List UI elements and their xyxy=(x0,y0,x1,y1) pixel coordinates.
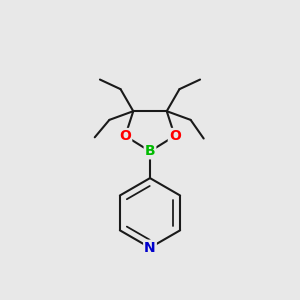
Text: N: N xyxy=(144,241,156,255)
Text: O: O xyxy=(169,129,181,143)
Text: B: B xyxy=(145,144,155,158)
Text: O: O xyxy=(119,129,131,143)
